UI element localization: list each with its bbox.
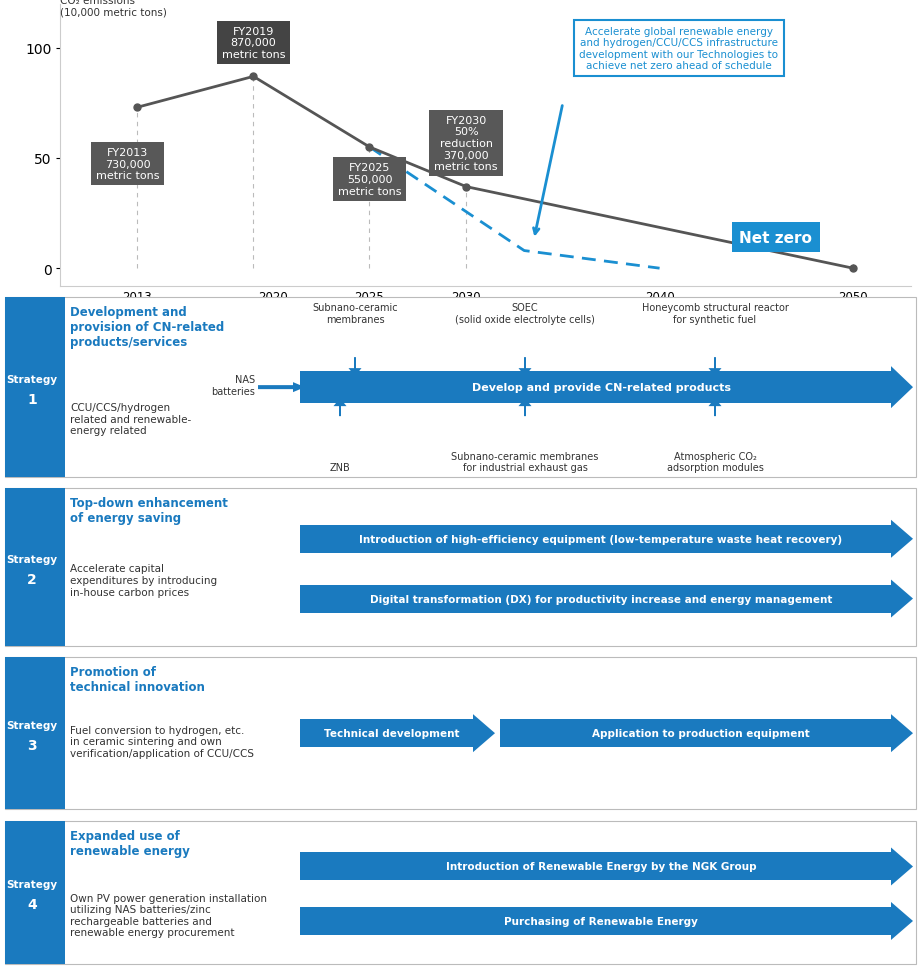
Text: 3: 3 [28,738,37,752]
Text: Introduction of high-efficiency equipment (low-temperature waste heat recovery): Introduction of high-efficiency equipmen… [359,534,843,545]
Text: CO₂ emissions
(10,000 metric tons): CO₂ emissions (10,000 metric tons) [60,0,167,17]
Text: (Base year): (Base year) [108,299,168,310]
Text: FY2019
870,000
metric tons: FY2019 870,000 metric tons [222,26,286,60]
Text: Subnano-ceramic membranes
for industrial exhaust gas: Subnano-ceramic membranes for industrial… [451,452,599,473]
Text: Development and
provision of CN-related
products/services: Development and provision of CN-related … [70,305,224,349]
Text: Strategy: Strategy [6,720,57,731]
Text: Application to production equipment: Application to production equipment [592,729,810,738]
Text: 2: 2 [27,573,37,586]
Text: FY2030
50%
reduction
370,000
metric tons: FY2030 50% reduction 370,000 metric tons [435,115,498,172]
Text: Honeycomb structural reactor
for synthetic fuel: Honeycomb structural reactor for synthet… [642,302,788,325]
Text: Promotion of
technical innovation: Promotion of technical innovation [70,665,204,693]
Text: Accelerate global renewable energy
and hydrogen/CCU/CCS infrastructure
developme: Accelerate global renewable energy and h… [579,26,778,72]
Text: Digital transformation (DX) for productivity increase and energy management: Digital transformation (DX) for producti… [370,594,833,604]
Text: Net zero: Net zero [740,231,812,245]
Text: Own PV power generation installation
utilizing NAS batteries/zinc
rechargeable b: Own PV power generation installation uti… [70,892,267,937]
Text: FY2025
550,000
metric tons: FY2025 550,000 metric tons [338,163,402,197]
Text: (FY): (FY) [843,299,863,310]
Text: Purchasing of Renewable Energy: Purchasing of Renewable Energy [504,916,698,926]
Text: Top-down enhancement
of energy saving: Top-down enhancement of energy saving [70,497,227,525]
Text: Subnano-ceramic
membranes: Subnano-ceramic membranes [312,302,398,325]
Text: Atmospheric CO₂
adsorption modules: Atmospheric CO₂ adsorption modules [667,452,764,473]
Text: FY2013
730,000
metric tons: FY2013 730,000 metric tons [96,148,159,181]
Text: Develop and provide CN-related products: Develop and provide CN-related products [472,383,730,392]
Text: Introduction of Renewable Energy by the NGK Group: Introduction of Renewable Energy by the … [446,861,756,871]
Text: Fuel conversion to hydrogen, etc.
in ceramic sintering and own
verification/appl: Fuel conversion to hydrogen, etc. in cer… [70,725,254,759]
Text: NAS
batteries: NAS batteries [211,375,255,396]
Text: Technical development: Technical development [324,729,460,738]
Text: 4: 4 [27,897,37,912]
Text: Accelerate capital
expenditures by introducing
in-house carbon prices: Accelerate capital expenditures by intro… [70,564,217,597]
Text: Strategy: Strategy [6,880,57,890]
Text: CCU/CCS/hydrogen
related and renewable-
energy related: CCU/CCS/hydrogen related and renewable- … [70,402,192,436]
Text: ZNB: ZNB [330,463,350,473]
Text: SOEC
(solid oxide electrolyte cells): SOEC (solid oxide electrolyte cells) [455,302,595,325]
Text: 1: 1 [27,392,37,407]
Text: Strategy: Strategy [6,554,57,565]
Text: Strategy: Strategy [6,375,57,385]
Text: Expanded use of
renewable energy: Expanded use of renewable energy [70,828,190,857]
